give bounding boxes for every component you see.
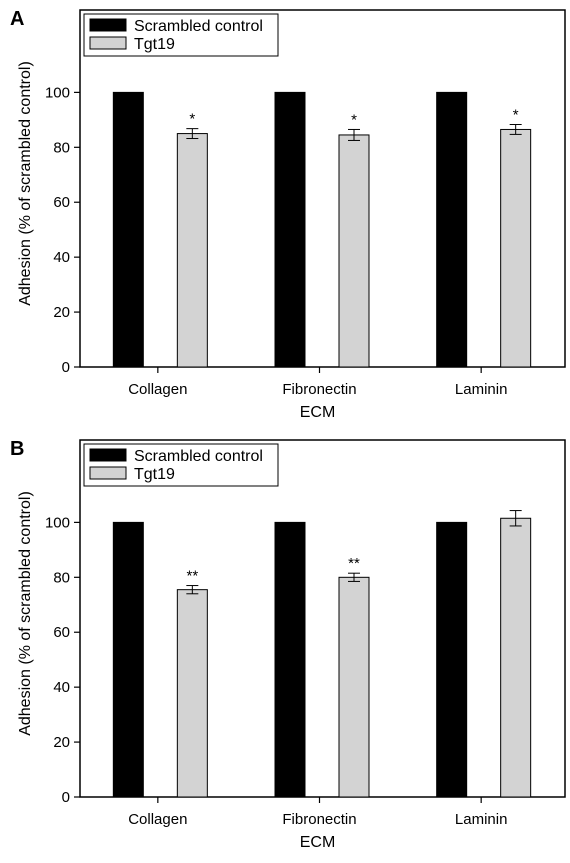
x-tick-label-a: Laminin — [455, 381, 508, 398]
bar-a — [274, 91, 306, 368]
y-axis-title-b: Adhesion (% of scrambled control) — [17, 491, 34, 736]
bar-chart-b: B 0 20 40 60 80 100 Adhesion (% of scrambled co… — [10, 438, 566, 851]
plot-frame-b — [79, 439, 566, 798]
x-tick-label-a: Fibronectin — [282, 381, 356, 398]
y-tick-label-a: 80 — [53, 139, 70, 156]
y-tick-label-b: 80 — [53, 569, 70, 586]
bar-chart-a: A 0 20 40 60 80 100 Adhesion (% of scrambled co… — [10, 8, 566, 421]
y-tick-label-b: 40 — [53, 679, 70, 696]
bar-b — [112, 521, 144, 798]
bar-b — [274, 521, 306, 798]
x-tick-label-b: Collagen — [128, 811, 187, 828]
legend-label-b: Scrambled control — [134, 448, 263, 465]
y-tick-label-a: 0 — [62, 359, 70, 376]
chart-panel-b: B 0 20 40 60 80 100 Adhesion (% of scrambled co… — [0, 430, 570, 860]
x-tick-label-b: Fibronectin — [282, 811, 356, 828]
legend-label-a: Tgt19 — [134, 36, 175, 53]
y-tick-label-b: 60 — [53, 624, 70, 641]
bar-a — [176, 133, 208, 368]
chart-panel-a: A 0 20 40 60 80 100 Adhesion (% of scrambled co… — [0, 0, 570, 430]
y-tick-label-b: 20 — [53, 734, 70, 751]
y-tick-label-a: 100 — [45, 84, 70, 101]
y-tick-label-b: 100 — [45, 514, 70, 531]
significance-marker-b: ** — [186, 568, 198, 585]
y-tick-label-a: 20 — [53, 304, 70, 321]
y-axis-title-a: Adhesion (% of scrambled control) — [17, 61, 34, 306]
x-axis-title-a: ECM — [300, 404, 336, 421]
y-tick-label-b: 0 — [62, 789, 70, 806]
y-tick-label-a: 60 — [53, 194, 70, 211]
significance-marker-a: * — [189, 111, 195, 128]
x-tick-label-a: Collagen — [128, 381, 187, 398]
legend-swatch-a — [89, 18, 127, 32]
legend-label-b: Tgt19 — [134, 466, 175, 483]
panel-letter-b: B — [10, 438, 24, 460]
significance-marker-b: ** — [348, 555, 360, 572]
bar-b — [436, 521, 468, 798]
y-tick-label-a: 40 — [53, 249, 70, 266]
legend-label-a: Scrambled control — [134, 18, 263, 35]
significance-marker-a: * — [351, 111, 357, 128]
plot-frame-a — [79, 9, 566, 368]
bar-a — [436, 91, 468, 368]
bar-b — [500, 517, 532, 798]
bar-a — [112, 91, 144, 368]
bar-a — [338, 134, 370, 368]
x-tick-label-b: Laminin — [455, 811, 508, 828]
panel-letter-a: A — [10, 8, 24, 30]
bar-b — [176, 589, 208, 798]
bar-b — [338, 576, 370, 798]
significance-marker-a: * — [513, 107, 519, 124]
legend-swatch-b — [89, 466, 127, 480]
bar-a — [500, 128, 532, 368]
x-axis-title-b: ECM — [300, 834, 336, 851]
legend-swatch-b — [89, 448, 127, 462]
legend-swatch-a — [89, 36, 127, 50]
